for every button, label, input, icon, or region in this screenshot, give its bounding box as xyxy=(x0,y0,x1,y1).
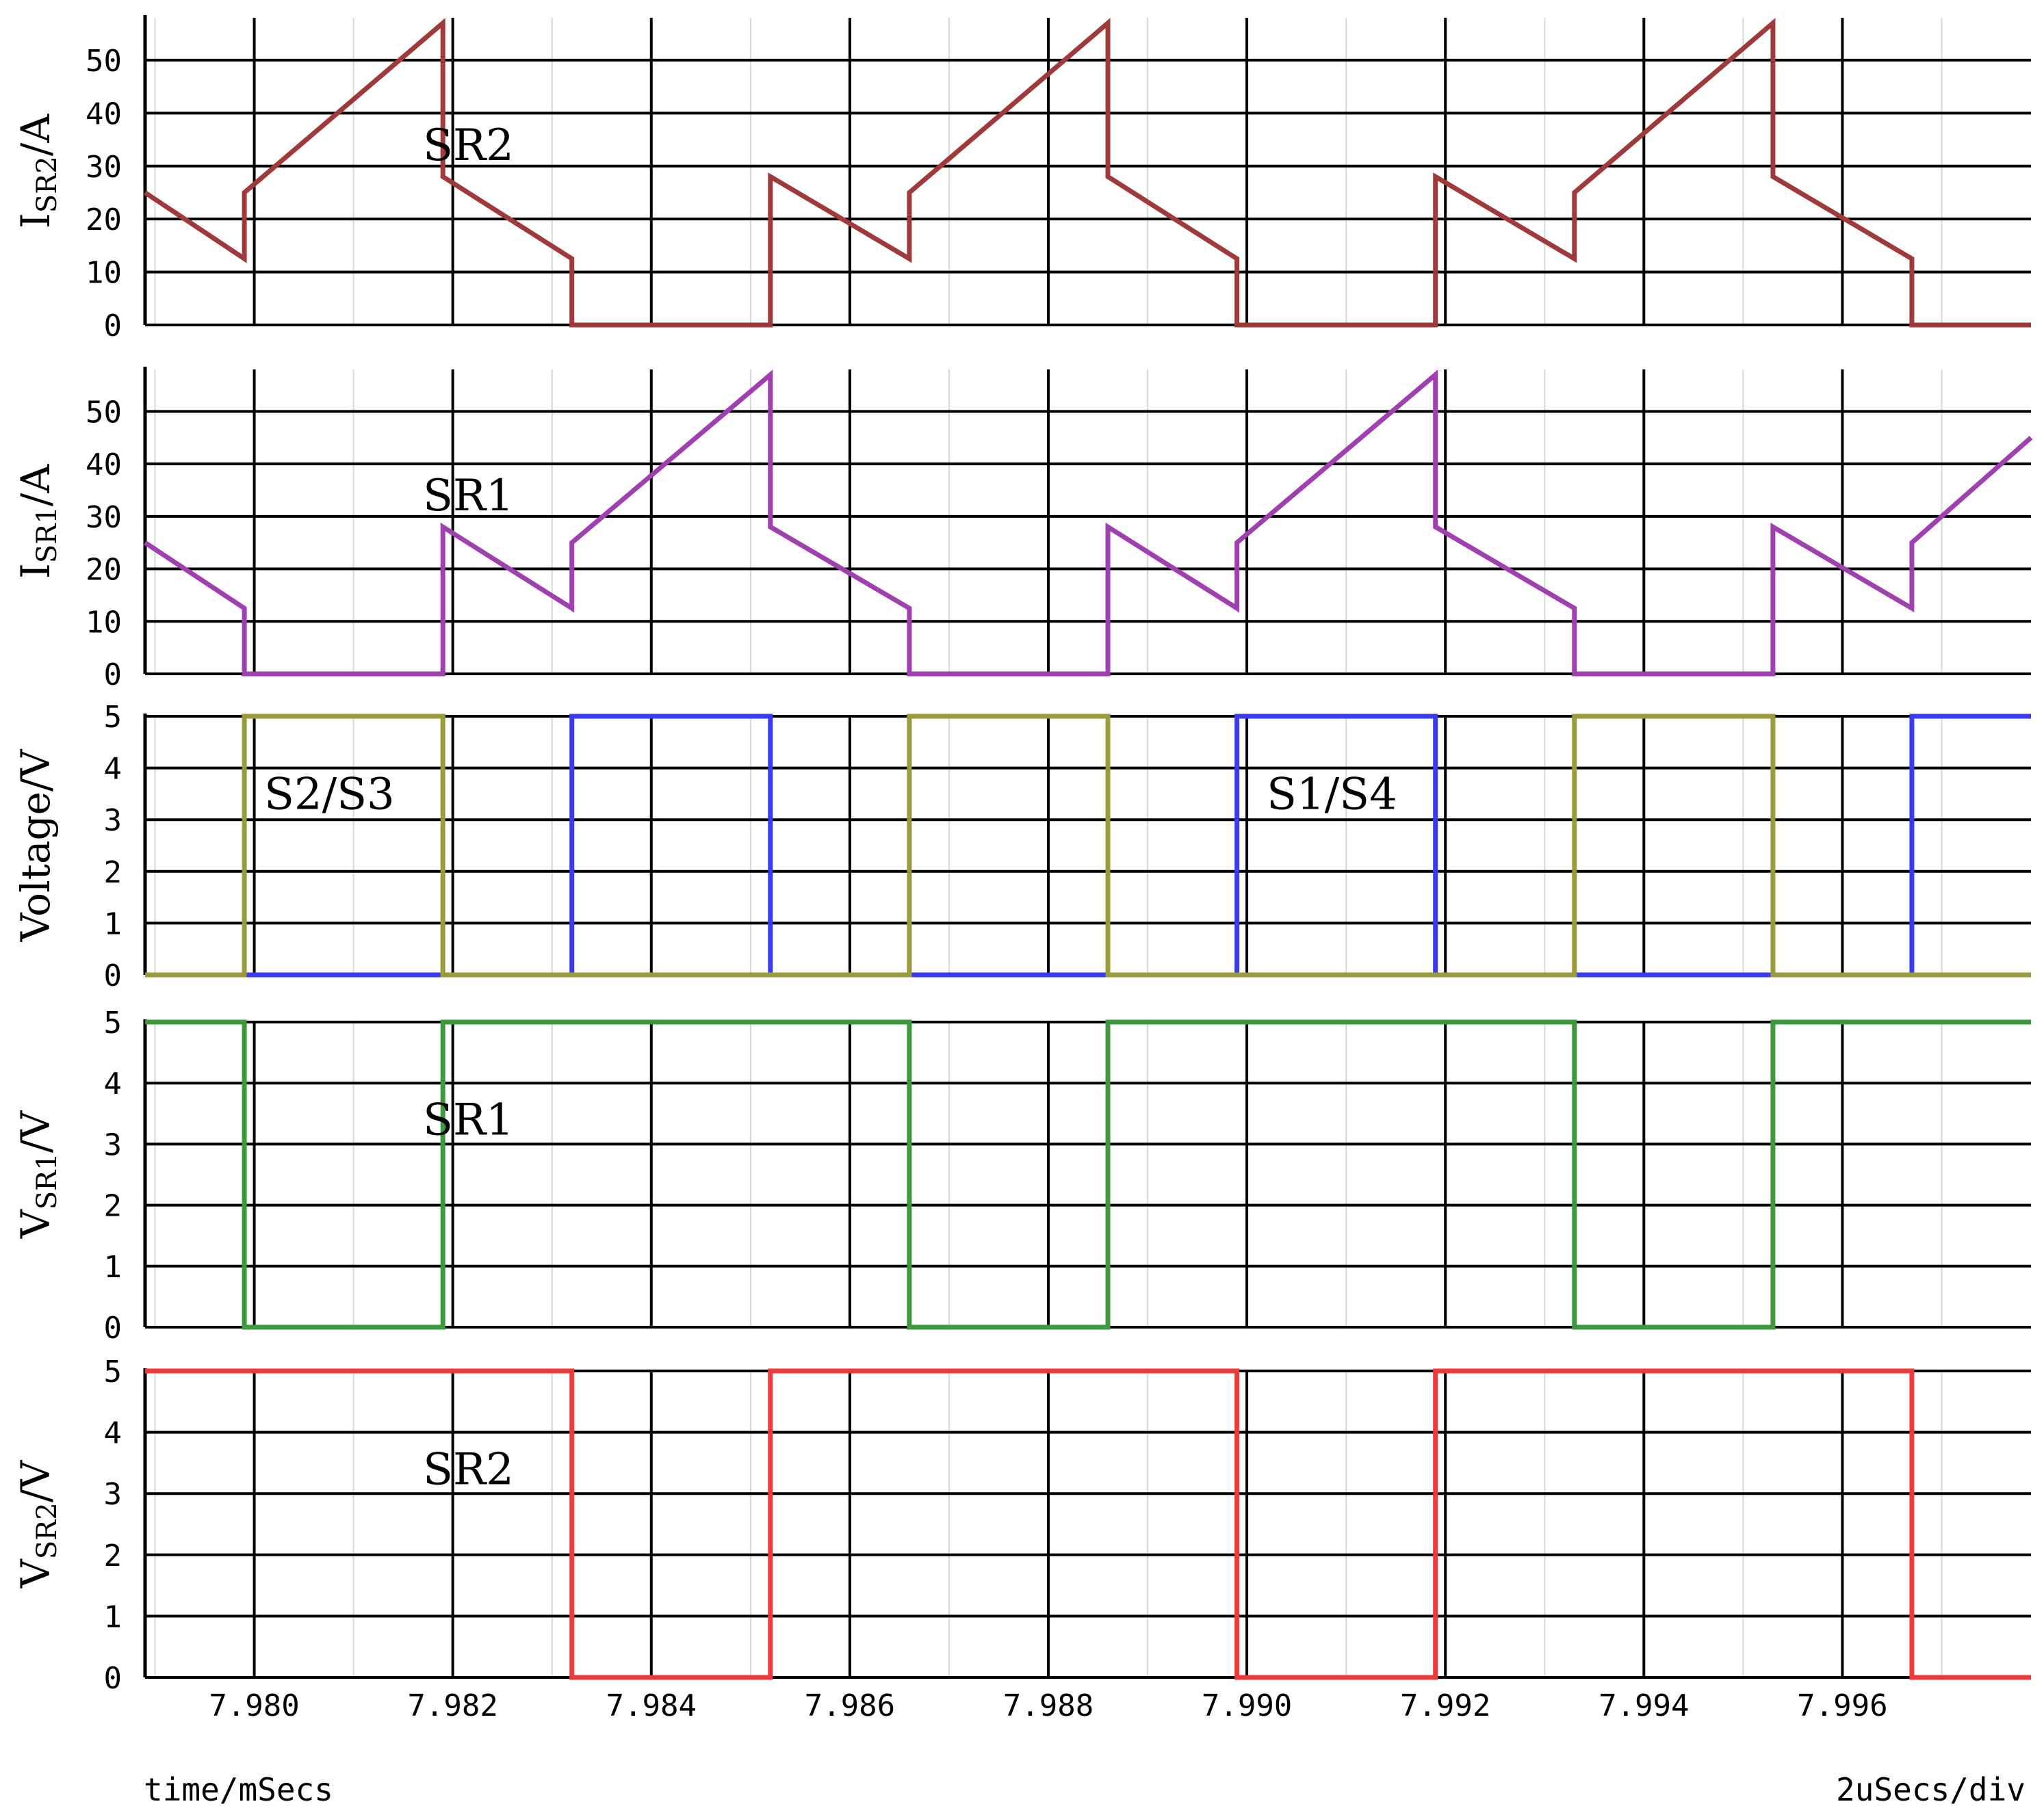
series-line-1 xyxy=(145,714,2031,978)
series-line-1 xyxy=(145,1019,2031,1330)
y-tick-label: 20 xyxy=(86,202,122,237)
y-tick-label: 1 xyxy=(104,906,122,941)
y-tick-label: 1 xyxy=(104,1250,122,1285)
panel-5: 0 1 2 3 4 5 SR2 VSR2/V 7.980 7.982 7.984 7.986 7.988… xyxy=(12,1355,2031,1723)
y-tick-label: 50 xyxy=(86,395,122,430)
y-axis-label: Voltage/V xyxy=(12,748,59,942)
y-axis-label: ISR1/A xyxy=(12,464,63,579)
y-tick-label: 30 xyxy=(86,500,122,535)
y-axis-label: VSR1/V xyxy=(12,1110,63,1239)
y-tick-label: 10 xyxy=(86,605,122,640)
trace-annotation: SR2 xyxy=(423,120,514,171)
y-tick-label: 20 xyxy=(86,553,122,588)
trace-annotation: SR1 xyxy=(423,1095,514,1146)
series-line-1 xyxy=(144,369,2033,677)
y-tick-label: 10 xyxy=(86,256,122,291)
y-tick-label: 2 xyxy=(104,855,122,890)
y-axis-label: ISR2/A xyxy=(12,114,63,228)
x-tick-label: 7.990 xyxy=(1202,1688,1292,1723)
y-tick-label: 3 xyxy=(104,803,122,838)
y-tick-label: 1 xyxy=(104,1599,122,1634)
series-line-1 xyxy=(144,18,2031,328)
panel-4: 0 1 2 3 4 5 SR1 VSR1/V xyxy=(12,1006,2031,1346)
y-tick-label: 40 xyxy=(86,96,122,131)
y-tick-label: 3 xyxy=(104,1127,122,1162)
y-tick-label: 5 xyxy=(104,1006,122,1041)
x-tick-label: 7.980 xyxy=(209,1688,299,1723)
y-tick-label: 2 xyxy=(104,1539,122,1573)
trace-annotation: S1/S4 xyxy=(1267,769,1397,820)
trace-annotation: SR2 xyxy=(423,1444,514,1495)
y-tick-label: 0 xyxy=(104,1311,122,1346)
y-tick-label: 0 xyxy=(104,309,122,343)
x-tick-label: 7.984 xyxy=(606,1688,697,1723)
x-tick-label: 7.986 xyxy=(805,1688,895,1723)
time-per-division: 2uSecs/div xyxy=(1836,1771,2026,1808)
trace-annotation: SR1 xyxy=(423,471,514,521)
x-tick-label: 7.994 xyxy=(1599,1688,1689,1723)
trace-annotation: S2/S3 xyxy=(264,769,395,820)
y-tick-label: 2 xyxy=(104,1189,122,1224)
y-tick-label: 40 xyxy=(86,447,122,482)
y-tick-label: 0 xyxy=(104,1661,122,1696)
y-tick-label: 4 xyxy=(104,1067,122,1101)
panel-1: 0 10 20 30 40 50 SR2 ISR2/A xyxy=(12,15,2031,343)
x-tick-label: 7.992 xyxy=(1400,1688,1490,1723)
y-tick-label: 0 xyxy=(104,657,122,692)
y-tick-label: 3 xyxy=(104,1477,122,1512)
panel-3: 0 1 2 3 4 5 S2/S3 S1/S4 Voltage/V xyxy=(12,700,2031,993)
x-tick-label: 7.988 xyxy=(1003,1688,1094,1723)
y-tick-label: 5 xyxy=(104,700,122,735)
x-tick-label: 7.996 xyxy=(1797,1688,1887,1723)
y-tick-label: 4 xyxy=(104,1416,122,1451)
y-tick-label: 50 xyxy=(86,44,122,79)
y-tick-label: 30 xyxy=(86,150,122,185)
series-line-2 xyxy=(145,714,2031,978)
y-axis-label: VSR2/V xyxy=(12,1460,63,1589)
y-tick-label: 0 xyxy=(104,958,122,993)
x-axis-label: time/mSecs xyxy=(144,1771,333,1808)
panel-2: 0 10 20 30 40 50 SR1 ISR1/A xyxy=(12,367,2033,692)
series-line-1 xyxy=(145,1368,2031,1680)
y-tick-label: 4 xyxy=(104,752,122,787)
x-tick-label: 7.982 xyxy=(407,1688,497,1723)
y-tick-label: 5 xyxy=(104,1355,122,1389)
